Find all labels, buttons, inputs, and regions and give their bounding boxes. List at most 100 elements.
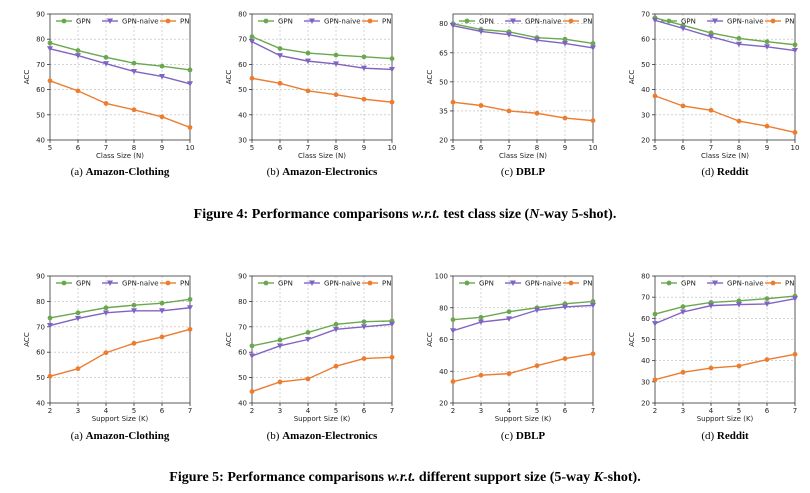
subfigure-index: (c) (501, 430, 516, 442)
legend-marker (712, 280, 718, 286)
y-tick-label: 60 (641, 315, 650, 323)
legend-marker (568, 280, 574, 286)
y-tick-label: 50 (238, 86, 247, 94)
subfigure-index: (d) (701, 166, 717, 178)
y-axis-label: ACC (23, 70, 31, 85)
data-point-gpn-naive (590, 45, 596, 51)
data-point-gpn-naive (333, 61, 339, 67)
data-point-pn (736, 118, 742, 124)
series-line-gpn-naive (452, 24, 594, 49)
series-line-pn (654, 353, 796, 381)
data-point-gpn (590, 299, 596, 304)
data-point-gpn-naive (478, 28, 484, 35)
data-point-pn (361, 96, 367, 102)
y-tick-label: 60 (439, 336, 448, 344)
series-line-gpn-naive (49, 307, 191, 327)
caption-segment: -shot). (603, 470, 641, 485)
subfigure-dataset-name: DBLP (516, 430, 546, 442)
x-tick-label: 7 (507, 144, 511, 152)
x-tick-label: 6 (278, 144, 283, 152)
data-point-pn (708, 365, 714, 371)
y-tick-label: 90 (36, 11, 45, 19)
data-point-gpn-naive (361, 65, 367, 72)
data-point-gpn-naive (305, 337, 311, 343)
caption-segment: Figure 5: Performance comparisons (169, 470, 387, 485)
data-point-gpn-naive (75, 53, 81, 59)
subfigure-dataset-name: DBLP (516, 166, 546, 178)
x-tick-label: 8 (132, 144, 136, 152)
data-point-gpn (103, 54, 109, 60)
data-point-gpn-naive (534, 37, 540, 44)
caption-segment: w.r.t. (412, 207, 440, 222)
data-point-gpn-naive (47, 323, 53, 329)
data-point-gpn-naive (389, 321, 395, 328)
data-point-pn (361, 356, 367, 361)
data-point-gpn (131, 60, 137, 66)
data-point-gpn-naive (103, 310, 109, 316)
data-point-gpn-naive (249, 353, 255, 360)
y-tick-label: 40 (641, 86, 650, 94)
legend-label: PN (382, 280, 391, 288)
y-tick-label: 50 (641, 336, 650, 344)
x-tick-label: 7 (709, 144, 713, 152)
y-axis-label: ACC (628, 70, 636, 85)
data-point-gpn (361, 319, 367, 325)
y-tick-label: 20 (641, 137, 650, 145)
data-point-gpn (131, 302, 137, 308)
legend-label: GPN-naive (122, 18, 159, 26)
y-tick-label: 40 (36, 400, 45, 408)
data-point-pn (389, 354, 395, 360)
series-line-pn (251, 356, 393, 393)
data-point-gpn-naive (187, 305, 193, 311)
y-tick-label: 40 (238, 400, 247, 408)
data-point-gpn-naive (534, 307, 540, 314)
x-tick-label: 3 (681, 407, 685, 415)
data-point-gpn (47, 40, 53, 46)
data-point-pn (249, 75, 255, 81)
y-tick-label: 40 (641, 357, 650, 365)
chart-panel-4: 20 30 40 50 60 70 5 6 7 8 9 10 Class Size (N) ACC GPN G… (628, 11, 799, 179)
data-point-pn (506, 108, 512, 114)
y-tick-label: 65 (439, 49, 448, 57)
data-point-gpn-naive (792, 296, 798, 302)
data-point-pn (187, 125, 193, 130)
data-point-gpn (652, 311, 658, 317)
x-tick-label: 6 (563, 407, 568, 415)
series-line-gpn-naive (452, 304, 594, 332)
x-tick-label: 6 (681, 144, 686, 152)
series-line-gpn-naive (654, 19, 796, 52)
data-point-pn (478, 372, 484, 378)
legend-marker (165, 280, 171, 286)
legend-label: GPN (76, 280, 91, 288)
x-axis-label: Support Size (K) (495, 415, 552, 423)
data-point-gpn (249, 343, 255, 349)
data-point-pn (652, 377, 658, 383)
legend-marker (61, 280, 67, 286)
y-tick-label: 60 (238, 349, 247, 357)
x-tick-label: 2 (48, 407, 52, 415)
x-tick-label: 5 (132, 407, 136, 415)
data-point-pn (590, 351, 596, 357)
x-tick-label: 4 (709, 407, 714, 415)
data-point-pn (792, 130, 798, 135)
data-point-gpn-naive (792, 48, 798, 54)
subfigure-index: (b) (267, 166, 283, 178)
x-tick-label: 6 (765, 407, 770, 415)
x-tick-label: 2 (653, 407, 657, 415)
x-tick-label: 3 (278, 407, 282, 415)
y-tick-label: 20 (641, 400, 650, 408)
data-point-gpn-naive (249, 39, 255, 45)
y-tick-label: 50 (439, 78, 448, 86)
data-point-gpn-naive (506, 32, 512, 38)
y-tick-label: 70 (641, 294, 650, 302)
data-point-gpn-naive (277, 53, 283, 59)
y-tick-label: 70 (36, 323, 45, 331)
caption-segment: N (528, 207, 540, 222)
data-point-gpn (389, 56, 395, 62)
data-point-pn (534, 363, 540, 369)
x-tick-label: 5 (451, 144, 455, 152)
subfigure-label: (d) Reddit (701, 430, 749, 442)
legend-marker (263, 18, 269, 24)
x-axis-label: Class Size (N) (96, 152, 144, 160)
